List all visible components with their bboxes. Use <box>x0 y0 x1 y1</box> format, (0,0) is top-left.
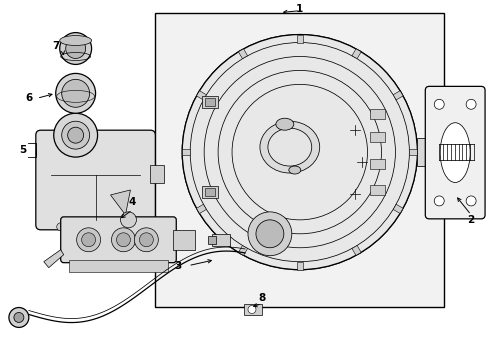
Bar <box>196 204 206 213</box>
Text: 8: 8 <box>258 293 265 302</box>
Circle shape <box>134 228 158 252</box>
Circle shape <box>14 312 24 323</box>
Polygon shape <box>44 250 63 268</box>
Circle shape <box>9 307 29 328</box>
Ellipse shape <box>60 36 91 45</box>
Bar <box>296 262 302 270</box>
Circle shape <box>60 32 91 64</box>
Bar <box>150 165 164 183</box>
Bar <box>296 35 302 42</box>
Circle shape <box>81 233 95 247</box>
Ellipse shape <box>260 121 319 173</box>
Circle shape <box>54 113 98 157</box>
Bar <box>238 49 247 59</box>
Bar <box>369 185 385 195</box>
Circle shape <box>120 212 136 228</box>
Circle shape <box>182 35 416 270</box>
Ellipse shape <box>288 166 300 174</box>
Bar <box>68 260 168 272</box>
Bar <box>212 234 229 246</box>
Ellipse shape <box>267 128 311 166</box>
Circle shape <box>65 39 85 58</box>
Text: 4: 4 <box>128 197 136 207</box>
Ellipse shape <box>439 123 469 183</box>
Bar <box>205 188 215 196</box>
Circle shape <box>86 223 94 231</box>
Circle shape <box>111 228 135 252</box>
Text: 2: 2 <box>467 215 474 225</box>
Bar <box>408 149 416 155</box>
Bar <box>182 149 190 155</box>
Circle shape <box>247 306 255 314</box>
Circle shape <box>61 121 89 149</box>
Bar <box>155 13 443 306</box>
Circle shape <box>465 99 475 109</box>
Circle shape <box>465 196 475 206</box>
Circle shape <box>433 196 443 206</box>
Circle shape <box>57 223 64 231</box>
Bar <box>202 96 218 108</box>
Text: 6: 6 <box>25 93 32 103</box>
Text: 1: 1 <box>296 4 303 14</box>
Bar <box>173 230 195 250</box>
Bar <box>369 132 385 142</box>
Bar <box>392 91 402 100</box>
Circle shape <box>116 223 124 231</box>
Text: 5: 5 <box>19 145 26 155</box>
Bar <box>392 204 402 213</box>
Polygon shape <box>110 190 130 215</box>
Circle shape <box>77 228 101 252</box>
Bar <box>196 91 206 100</box>
Circle shape <box>139 233 153 247</box>
Circle shape <box>116 233 130 247</box>
FancyBboxPatch shape <box>36 130 155 230</box>
Bar <box>351 246 361 255</box>
Circle shape <box>56 73 95 113</box>
Ellipse shape <box>275 118 293 130</box>
Circle shape <box>433 99 443 109</box>
FancyBboxPatch shape <box>425 86 484 219</box>
Text: 3: 3 <box>174 261 182 271</box>
Bar <box>369 109 385 119</box>
Bar <box>205 98 215 106</box>
Bar <box>202 186 218 198</box>
Bar <box>416 138 438 166</box>
Circle shape <box>67 127 83 143</box>
FancyBboxPatch shape <box>61 217 176 263</box>
Circle shape <box>61 80 89 107</box>
Circle shape <box>255 220 283 248</box>
Text: 7: 7 <box>52 41 60 50</box>
Bar <box>369 159 385 169</box>
Bar <box>238 246 247 255</box>
Circle shape <box>247 212 291 256</box>
Bar <box>244 303 262 315</box>
Bar <box>208 236 216 244</box>
Bar <box>351 49 361 59</box>
